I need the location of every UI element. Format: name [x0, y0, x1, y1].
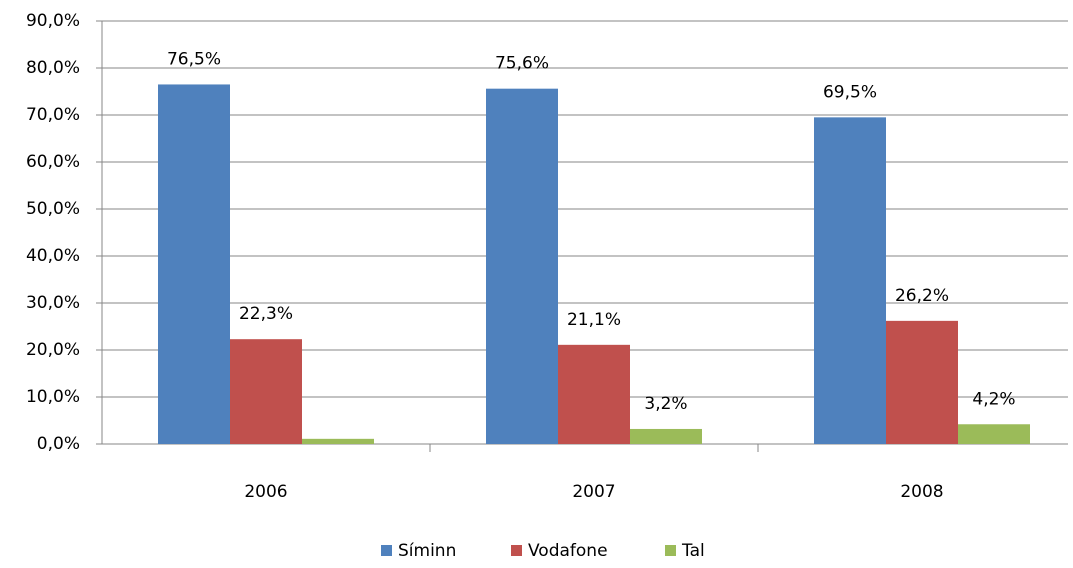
bar — [302, 438, 374, 444]
data-label: 69,5% — [823, 82, 877, 102]
data-label: 21,1% — [567, 310, 621, 330]
legend-swatch — [381, 545, 392, 556]
data-label: 76,5% — [167, 49, 221, 69]
x-tick-label: 2008 — [900, 482, 943, 502]
y-tick-label: 0,0% — [37, 434, 80, 454]
y-tick-label: 60,0% — [26, 152, 80, 172]
y-tick-label: 20,0% — [26, 340, 80, 360]
y-tick-label: 10,0% — [26, 387, 80, 407]
y-tick-label: 70,0% — [26, 105, 80, 125]
data-label: 3,2% — [644, 394, 687, 414]
y-tick-label: 30,0% — [26, 293, 80, 313]
y-tick-label: 40,0% — [26, 246, 80, 266]
legend-label: Síminn — [398, 541, 456, 561]
x-tick-label: 2006 — [244, 482, 287, 502]
data-label: 26,2% — [895, 286, 949, 306]
legend-label: Tal — [681, 541, 705, 561]
data-label: 4,2% — [972, 389, 1015, 409]
bar — [814, 117, 886, 444]
bar — [486, 88, 558, 445]
bar — [158, 84, 230, 444]
bar — [230, 339, 302, 444]
y-tick-label: 50,0% — [26, 199, 80, 219]
legend-label: Vodafone — [528, 541, 608, 561]
bar — [886, 320, 958, 444]
data-label: 75,6% — [495, 54, 549, 74]
bar — [558, 344, 630, 444]
data-label: 22,3% — [239, 304, 293, 324]
bar — [958, 424, 1030, 444]
x-tick-label: 2007 — [572, 482, 615, 502]
legend-swatch — [511, 545, 522, 556]
legend-swatch — [665, 545, 676, 556]
y-tick-label: 90,0% — [26, 11, 80, 31]
bar — [630, 428, 702, 444]
y-tick-label: 80,0% — [26, 58, 80, 78]
